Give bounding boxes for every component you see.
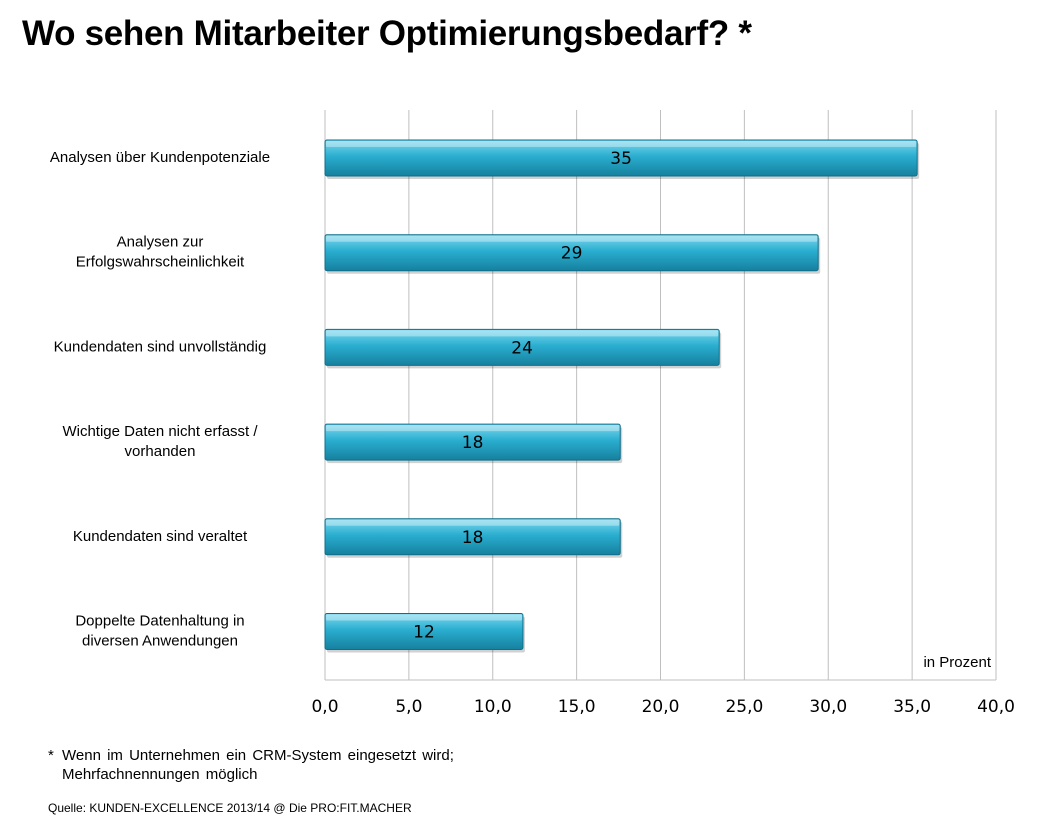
bar-highlight-4 — [326, 519, 620, 526]
x-tick-label-5: 25,0 — [725, 697, 763, 717]
category-label-5: Doppelte Datenhaltung in diversen Anwendu… — [75, 613, 244, 650]
category-label-line: Kundendaten sind veraltet — [73, 528, 248, 545]
bar-2 — [324, 328, 720, 366]
bar-highlight-2 — [326, 330, 719, 337]
category-label-1: Analysen zur Erfolgswahrscheinlichkeit — [76, 234, 245, 271]
bar-4 — [324, 518, 621, 556]
footnote: * Wenn im Unternehmen ein CRM-System ein… — [48, 746, 454, 784]
x-tick-label-1: 5,0 — [395, 697, 422, 717]
x-tick-label-6: 30,0 — [809, 697, 847, 717]
unit-label: in Prozent — [923, 654, 991, 671]
bar-highlight-5 — [326, 614, 522, 621]
bar-highlight-3 — [326, 425, 620, 432]
category-label-line: Wichtige Daten nicht erfasst / — [62, 423, 258, 440]
x-tick-label-3: 15,0 — [558, 697, 596, 717]
x-tick-label-8: 40,0 — [977, 697, 1015, 717]
category-label-line: vorhanden — [125, 443, 196, 460]
bar-highlight-1 — [326, 235, 818, 242]
value-label-2: 24 — [511, 338, 533, 358]
category-label-line: Analysen über Kundenpotenziale — [50, 149, 270, 166]
category-label-0: Analysen über Kundenpotenziale — [50, 149, 270, 166]
bar-1 — [324, 234, 819, 272]
value-label-1: 29 — [561, 244, 583, 264]
gridlines — [324, 110, 997, 681]
bar-5 — [324, 613, 524, 650]
bar-highlight-0 — [326, 141, 917, 147]
bar-0 — [324, 139, 918, 177]
category-label-4: Kundendaten sind veraltet — [73, 528, 248, 545]
value-label-5: 12 — [413, 623, 435, 643]
category-label-line: Analysen zur — [117, 234, 204, 251]
x-tick-label-7: 35,0 — [893, 697, 931, 717]
x-axis-tick-labels: 0,0 5,0 10,0 15,0 20,0 25,0 30,0 35,0 40,0 — [311, 697, 1014, 717]
x-tick-label-2: 10,0 — [474, 697, 512, 717]
value-label-4: 18 — [462, 528, 484, 548]
category-labels: Analysen über Kundenpotenziale Analysen z… — [50, 149, 270, 650]
source-note: Quelle: KUNDEN-EXCELLENCE 2013/14 @ Die … — [48, 801, 412, 815]
footnote-text: Wenn im Unternehmen ein CRM-System einge… — [62, 747, 454, 783]
value-label-3: 18 — [462, 433, 484, 453]
bar-chart: 35 29 24 18 18 12 Analysen über Kundenpotenzi… — [50, 110, 1015, 717]
category-label-2: Kundendaten sind unvollständig — [54, 338, 267, 355]
category-label-line: Doppelte Datenhaltung in — [75, 613, 244, 630]
x-tick-label-4: 20,0 — [642, 697, 680, 717]
category-label-line: Erfolgswahrscheinlichkeit — [76, 254, 245, 271]
bar-3 — [324, 423, 621, 461]
footnote-marker: * — [48, 747, 54, 764]
value-label-0: 35 — [610, 149, 632, 169]
category-label-line: diversen Anwendungen — [82, 633, 238, 650]
category-label-line: Kundendaten sind unvollständig — [54, 338, 267, 355]
category-label-3: Wichtige Daten nicht erfasst / vorhanden — [62, 423, 258, 460]
bar-series: 35 29 24 18 18 12 — [324, 139, 920, 653]
x-tick-label-0: 0,0 — [311, 697, 338, 717]
page-title: Wo sehen Mitarbeiter Optimierungsbedarf?… — [22, 14, 752, 53]
